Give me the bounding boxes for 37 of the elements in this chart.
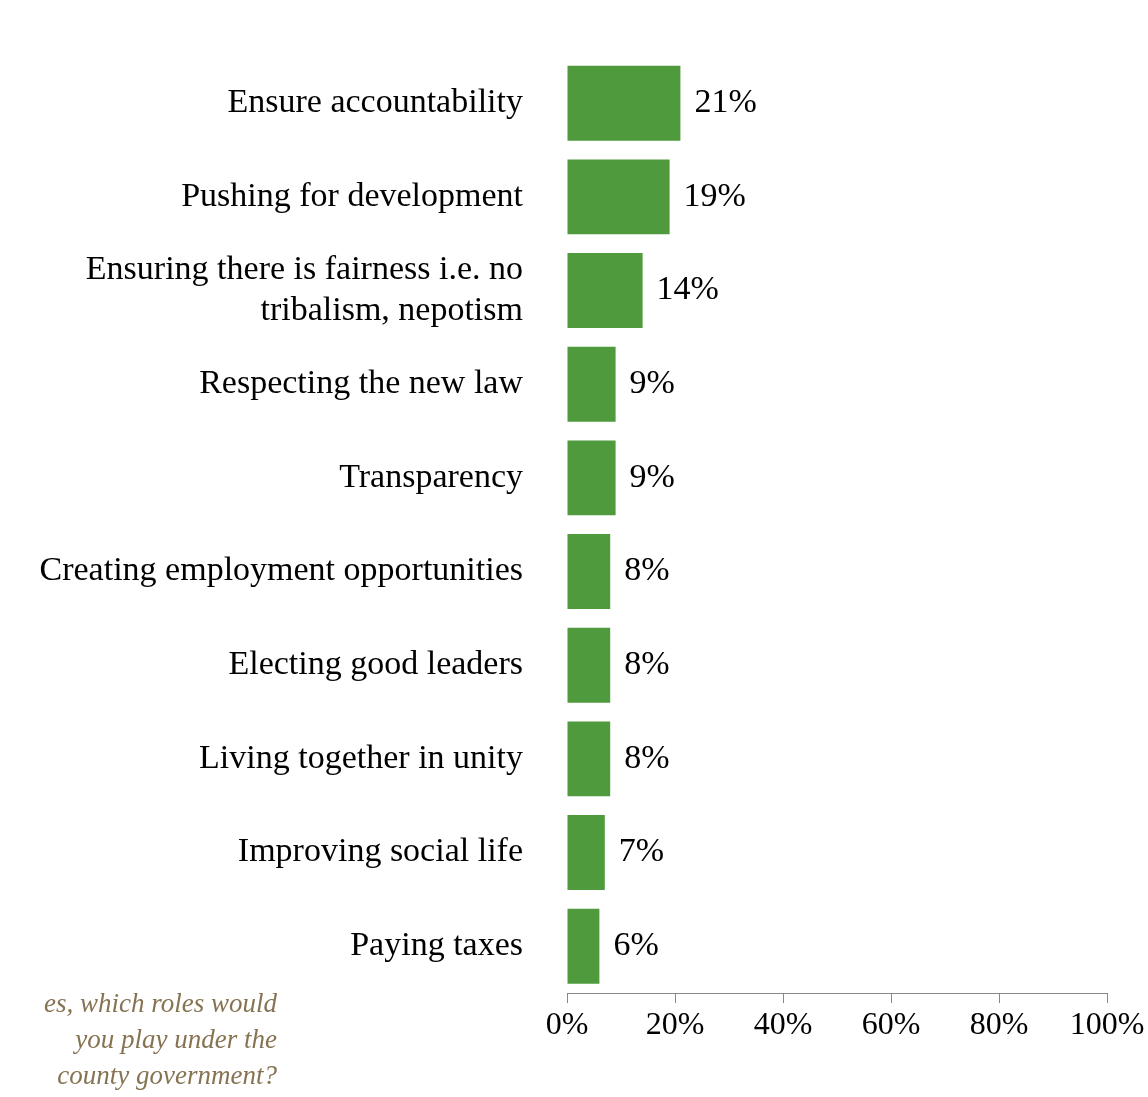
bar [567,65,681,141]
x-tick-label: 80% [969,1004,1029,1041]
y-tick-label: Pushing for development [181,175,524,213]
x-tick-label: 20% [645,1004,705,1041]
data-label: 9% [629,456,675,494]
data-label: 7% [618,831,665,869]
text: es, which roles would you play under the county government? [43,987,277,1092]
y-tick-label: Transparency [339,456,523,494]
bar [567,815,605,890]
bar [567,721,611,797]
data-label: 14% [656,269,719,307]
bar [567,440,616,516]
y-tick-label: Improving social life [237,831,523,869]
bar [567,908,600,984]
x-tick-label: 60% [861,1004,921,1041]
y-tick-label: Ensuring there is fairness i.e. no tribalism, nepotism [85,249,523,327]
x-tick-label: 0% [545,1004,589,1041]
y-tick-label: Respecting the new law [199,363,524,401]
data-label: 19% [683,175,746,213]
x-tick-label: 40% [753,1004,813,1041]
y-tick-label: Electing good leaders [228,644,523,682]
bar [567,534,611,609]
data-label: 6% [613,925,659,963]
bar [567,253,643,329]
bar [567,627,611,703]
y-tick-label: Ensure accountability [227,82,523,120]
data-label: 8% [624,550,670,588]
bar [567,346,616,422]
y-tick-label: Paying taxes [350,925,523,963]
data-label: 8% [624,644,670,682]
data-label: 8% [624,737,670,775]
x-tick-label: 100% [1069,1004,1145,1041]
data-label: 9% [629,363,675,401]
y-tick-label: Living together in unity [199,737,523,775]
data-label: 21% [694,82,757,120]
bar [567,159,670,235]
y-tick-label: Creating employment opportunities [39,550,523,588]
